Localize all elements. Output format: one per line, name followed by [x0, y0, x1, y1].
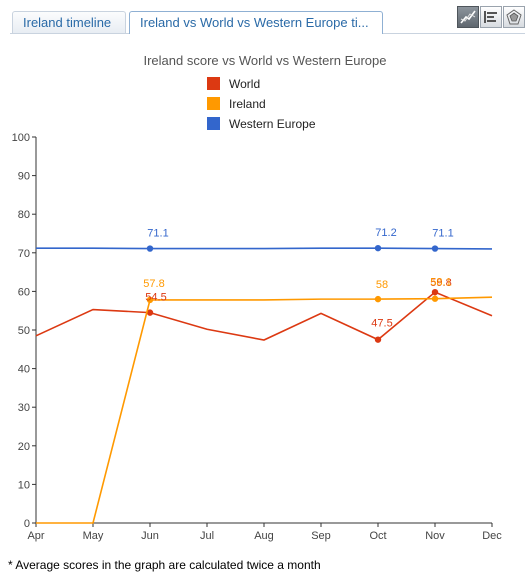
data-label-2-6: 71.2: [375, 227, 396, 239]
legend-label-1: Ireland: [229, 97, 266, 111]
legend-label-0: World: [229, 77, 260, 91]
data-point-2-6: [374, 244, 382, 252]
data-point-2-2: [146, 245, 154, 252]
y-tick-label-30: 30: [18, 402, 30, 414]
chart-series: [35, 244, 493, 524]
radar-chart-button[interactable]: [503, 6, 525, 28]
data-point-1-6: [374, 295, 382, 303]
tab-bar: Ireland timeline Ireland vs World vs Wes…: [0, 0, 531, 36]
data-point-1-7: [431, 295, 439, 302]
x-tick-label-jun: Jun: [141, 530, 159, 542]
footnote: * Average scores in the graph are calcul…: [8, 558, 321, 572]
legend-label-2: Western Europe: [229, 117, 316, 131]
y-tick-label-80: 80: [18, 209, 30, 221]
data-point-0-2: [146, 309, 154, 316]
x-tick-label-oct: Oct: [369, 530, 386, 542]
data-label-2-2: 71.1: [147, 228, 168, 240]
data-point-1-2: [146, 296, 154, 304]
y-tick-label-10: 10: [18, 479, 30, 491]
data-label-0-2: 54.5: [145, 292, 166, 304]
y-tick-label-40: 40: [18, 364, 30, 376]
x-tick-label-nov: Nov: [425, 530, 445, 542]
y-tick-label-90: 90: [18, 171, 30, 183]
chart-title: Ireland score vs World vs Western Europe: [143, 53, 386, 68]
x-tick-label-jul: Jul: [200, 530, 214, 542]
radar-chart-icon: [506, 9, 522, 25]
bar-list-icon: [484, 11, 497, 23]
chart-legend: World Ireland Western Europe: [207, 77, 316, 131]
data-label-0-6: 47.5: [371, 318, 392, 330]
data-label-0-7: 59.8: [430, 277, 451, 289]
legend-swatch-0: [207, 77, 220, 90]
series-line-ireland: [36, 296, 493, 524]
legend-swatch-1: [207, 97, 220, 110]
line-chart-icon: [460, 10, 476, 24]
y-tick-label-60: 60: [18, 286, 30, 298]
bar-list-button[interactable]: [480, 6, 502, 28]
y-tick-label-20: 20: [18, 441, 30, 453]
tab-ireland-vs-world[interactable]: Ireland vs World vs Western Europe ti...: [129, 11, 383, 34]
series-line-world: [35, 291, 493, 341]
tab-ireland-timeline[interactable]: Ireland timeline: [12, 11, 126, 33]
chart-axes: 0 10 20 30 40 50 60 70 80 90 100 Apr May Jun Jul Aug Sep…: [12, 132, 503, 542]
x-tick-label-apr: Apr: [27, 530, 44, 542]
x-tick-label-sep: Sep: [311, 530, 331, 542]
data-point-0-6: [374, 336, 382, 343]
line-chart-button[interactable]: [457, 6, 479, 28]
x-tick-label-aug: Aug: [254, 530, 274, 542]
line-chart: Ireland score vs World vs Western Europe…: [12, 53, 503, 542]
data-point-0-7: [431, 288, 439, 296]
y-tick-label-100: 100: [12, 132, 30, 144]
data-point-2-7: [431, 245, 439, 252]
chart-data-labels: 54.5 47.5 59.8 57.8 58 58.1 71.1 71.2 71.1: [143, 227, 453, 329]
legend-swatch-2: [207, 117, 220, 130]
y-tick-label-50: 50: [18, 325, 30, 337]
y-tick-label-0: 0: [24, 518, 30, 530]
data-label-1-2: 57.8: [143, 278, 164, 290]
x-tick-label-may: May: [83, 530, 104, 542]
data-label-1-7: 58.1: [430, 277, 451, 289]
data-label-2-7: 71.1: [432, 228, 453, 240]
data-label-1-6: 58: [376, 279, 388, 291]
view-toolbar: [456, 6, 525, 30]
y-tick-label-70: 70: [18, 248, 30, 260]
x-tick-label-dec: Dec: [482, 530, 502, 542]
series-line-western-europe: [36, 247, 493, 250]
